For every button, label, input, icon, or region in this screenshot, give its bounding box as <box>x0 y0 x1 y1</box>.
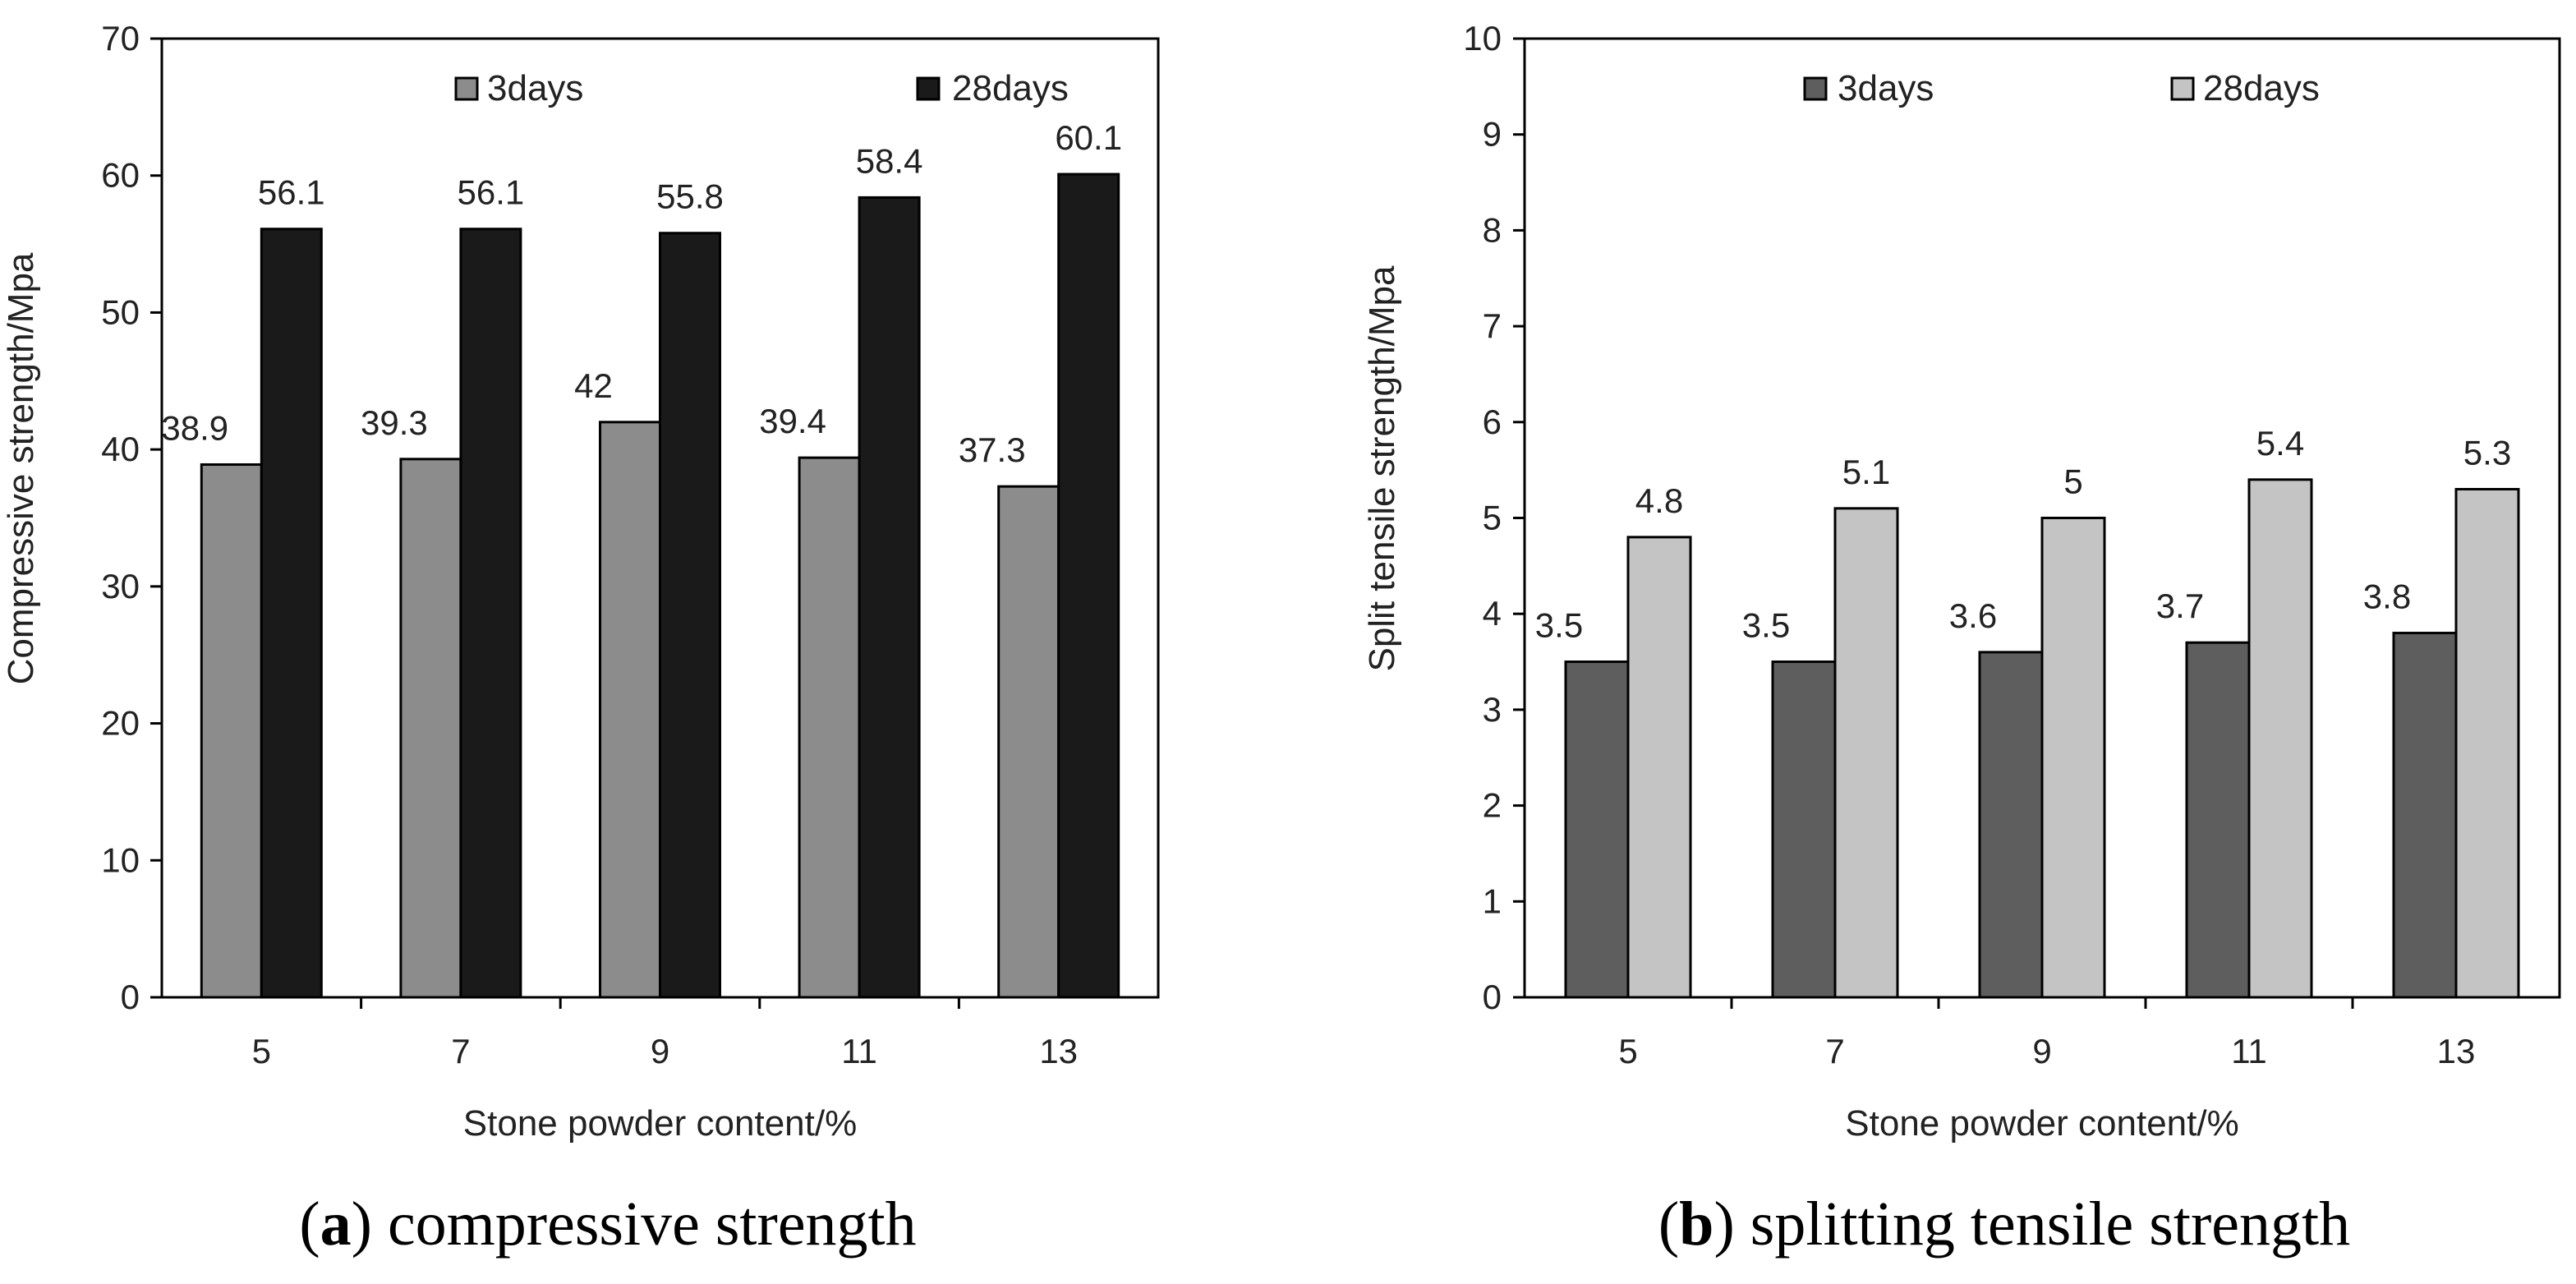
bar-28days-5 <box>1626 536 1692 999</box>
y-tick-label: 30 <box>101 567 140 605</box>
x-tick-label: 5 <box>1618 1032 1637 1070</box>
bar-3days-5 <box>200 463 263 999</box>
data-label: 56.1 <box>258 173 325 212</box>
y-tick-label: 40 <box>101 430 140 468</box>
y-tick-label: 10 <box>101 840 140 879</box>
data-label: 5.1 <box>1842 453 1890 491</box>
bar-3days-7 <box>1771 660 1837 999</box>
bar-3days-7 <box>399 458 462 999</box>
data-label: 39.4 <box>759 402 826 440</box>
bar-28days-13 <box>1057 173 1120 999</box>
data-label: 3.6 <box>1949 596 1997 635</box>
legend-label-28days: 28days <box>952 68 1069 108</box>
bar-3days-13 <box>997 485 1060 999</box>
y-tick-label: 7 <box>1483 306 1502 345</box>
legend-label-3days: 3days <box>487 68 583 108</box>
data-label: 38.9 <box>161 408 228 447</box>
data-label: 60.1 <box>1055 118 1122 157</box>
x-axis-label: Stone powder content/% <box>463 1103 857 1144</box>
caption: (a) compressive strength <box>299 1190 916 1259</box>
legend-swatch-28days <box>2170 76 2195 101</box>
bar-28days-13 <box>2454 487 2520 999</box>
y-tick-label: 2 <box>1483 786 1502 825</box>
bar-3days-9 <box>1978 651 2044 999</box>
legend-swatch-3days <box>454 76 479 101</box>
y-tick-label: 50 <box>101 292 140 331</box>
caption-close-paren: ) <box>352 1190 372 1259</box>
data-label: 3.5 <box>1742 606 1790 645</box>
bar-28days-11 <box>858 196 921 999</box>
data-label: 3.8 <box>2363 578 2411 616</box>
y-tick-label: 70 <box>101 19 140 58</box>
bar-3days-11 <box>798 456 861 999</box>
data-label: 3.5 <box>1535 606 1583 645</box>
x-tick-label: 7 <box>1825 1032 1844 1070</box>
y-tick-label: 0 <box>1483 978 1502 1016</box>
data-label: 58.4 <box>856 141 923 180</box>
y-tick-label: 8 <box>1483 210 1502 249</box>
caption-close-paren: ) <box>1714 1190 1734 1259</box>
caption-text: splitting tensile strength <box>1735 1190 2350 1259</box>
x-tick-label: 13 <box>2437 1032 2476 1070</box>
x-tick-label: 5 <box>252 1032 271 1070</box>
bar-28days-7 <box>459 228 522 999</box>
data-label: 3.7 <box>2156 587 2204 625</box>
data-label: 42 <box>574 366 613 405</box>
caption-letter: a <box>320 1190 352 1259</box>
y-axis-label: Compressive strength/Mpa <box>1 252 41 684</box>
bar-3days-5 <box>1564 660 1630 999</box>
y-tick-label: 0 <box>121 978 140 1016</box>
caption-text: compressive strength <box>372 1190 917 1259</box>
y-tick-label: 10 <box>1463 19 1502 58</box>
data-label: 56.1 <box>458 173 525 212</box>
y-tick-label: 5 <box>1483 499 1502 537</box>
y-tick-label: 1 <box>1483 881 1502 920</box>
x-tick-label: 11 <box>2231 1032 2267 1070</box>
data-label: 5.3 <box>2463 433 2511 472</box>
bar-3days-13 <box>2392 632 2458 999</box>
bar-3days-11 <box>2185 641 2251 999</box>
panel-b-splitting-tensile-strength: 0 1 2 3 4 5 6 7 8 9 10 5 3.5 4.8 7 3.5 5.1 9 3.6 5 11 3.7 5.4 1… <box>1362 19 2561 1259</box>
caption-open-paren: ( <box>1658 1190 1679 1259</box>
panel-a-compressive-strength: 0 10 20 30 40 50 60 70 5 38.9 56.1 7 39.3 56.1 9 42 55.8… <box>1 19 1160 1259</box>
caption-open-paren: ( <box>299 1190 320 1259</box>
legend-swatch-3days <box>1803 76 1828 101</box>
y-tick-label: 4 <box>1483 594 1502 633</box>
data-label: 39.3 <box>361 403 428 442</box>
caption: (b) splitting tensile strength <box>1658 1190 2350 1259</box>
x-tick-label: 9 <box>651 1032 669 1070</box>
x-axis-label: Stone powder content/% <box>1845 1103 2238 1144</box>
data-label: 5 <box>2063 463 2082 501</box>
data-label: 4.8 <box>1635 481 1683 520</box>
y-tick-label: 3 <box>1483 690 1502 729</box>
legend-label-3days: 3days <box>1838 68 1934 108</box>
data-label: 37.3 <box>959 430 1026 469</box>
y-tick-label: 60 <box>101 156 140 195</box>
x-tick-label: 7 <box>451 1032 470 1070</box>
legend-label-28days: 28days <box>2203 68 2320 108</box>
bar-3days-9 <box>599 421 661 999</box>
legend-swatch-28days <box>916 76 941 101</box>
bar-28days-7 <box>1833 507 1899 999</box>
x-tick-label: 13 <box>1039 1032 1078 1070</box>
data-label: 5.4 <box>2256 424 2304 463</box>
y-tick-label: 9 <box>1483 115 1502 154</box>
caption-letter: b <box>1679 1190 1714 1259</box>
y-tick-label: 20 <box>101 704 140 743</box>
bar-28days-9 <box>659 232 721 999</box>
y-axis-label: Split tensile strength/Mpa <box>1362 265 1402 672</box>
x-tick-label: 11 <box>841 1032 877 1070</box>
x-tick-label: 9 <box>2032 1032 2051 1070</box>
bar-28days-9 <box>2040 517 2106 999</box>
data-label: 55.8 <box>656 177 724 216</box>
bar-28days-11 <box>2247 478 2313 999</box>
y-tick-label: 6 <box>1483 403 1502 441</box>
bar-28days-5 <box>260 228 323 999</box>
